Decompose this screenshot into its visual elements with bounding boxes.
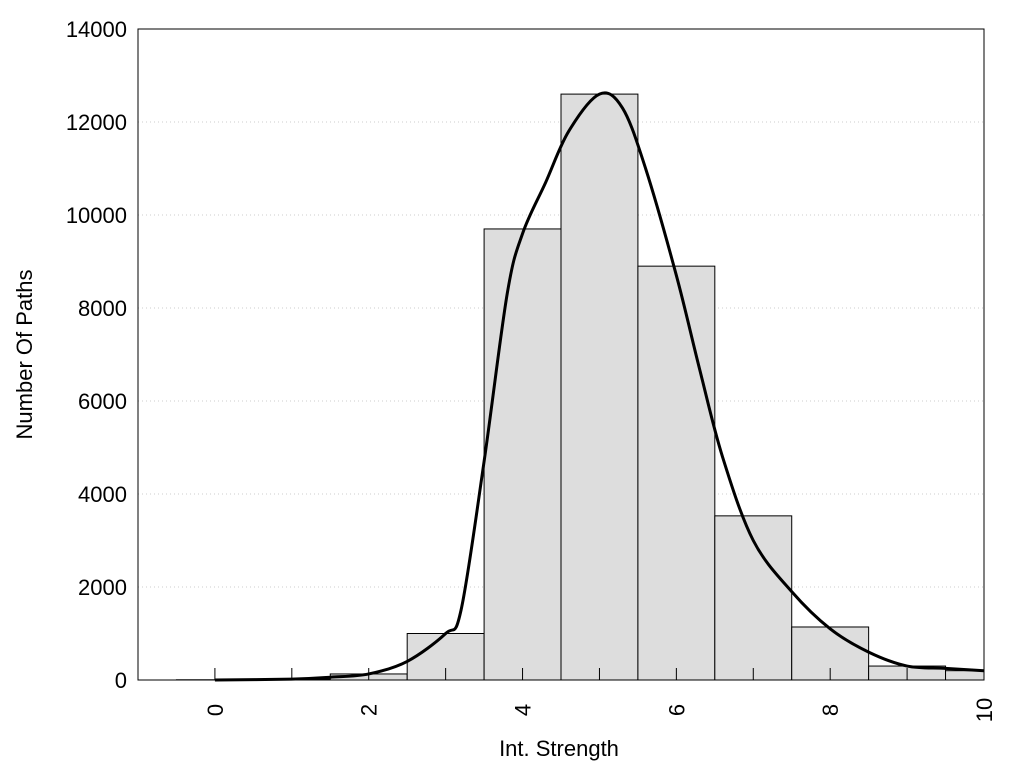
x-axis-title: Int. Strength [499, 736, 619, 761]
y-tick-label: 0 [115, 668, 127, 693]
y-tick-label: 6000 [78, 389, 127, 414]
x-tick-label: 6 [664, 704, 689, 716]
histogram-bar [945, 670, 985, 681]
y-tick-label: 14000 [66, 17, 127, 42]
x-tick-label: 8 [818, 704, 843, 716]
y-axis-title: Number Of Paths [12, 270, 37, 440]
x-tick-label: 10 [972, 698, 997, 722]
x-axis-ticks: 0 2 4 6 8 10 [203, 668, 997, 722]
y-axis-ticks: 0 2000 4000 6000 8000 10000 12000 14000 [66, 17, 127, 693]
plot-area-frame [137, 28, 985, 681]
x-tick-label: 0 [203, 704, 228, 716]
x-tick-label: 2 [357, 704, 382, 716]
histogram-bar [483, 228, 562, 681]
fit-curve [214, 91, 985, 682]
y-tick-label: 4000 [78, 482, 127, 507]
fit-curve-layer [214, 91, 985, 682]
y-tick-label: 2000 [78, 575, 127, 600]
y-tick-label: 12000 [66, 110, 127, 135]
histogram-bar [560, 93, 639, 681]
y-tick-label: 10000 [66, 203, 127, 228]
histogram-bar [637, 265, 716, 681]
y-tick-label: 8000 [78, 296, 127, 321]
x-tick-label: 4 [511, 704, 536, 716]
grid-lines [138, 121, 984, 588]
histogram-bars [175, 93, 985, 681]
